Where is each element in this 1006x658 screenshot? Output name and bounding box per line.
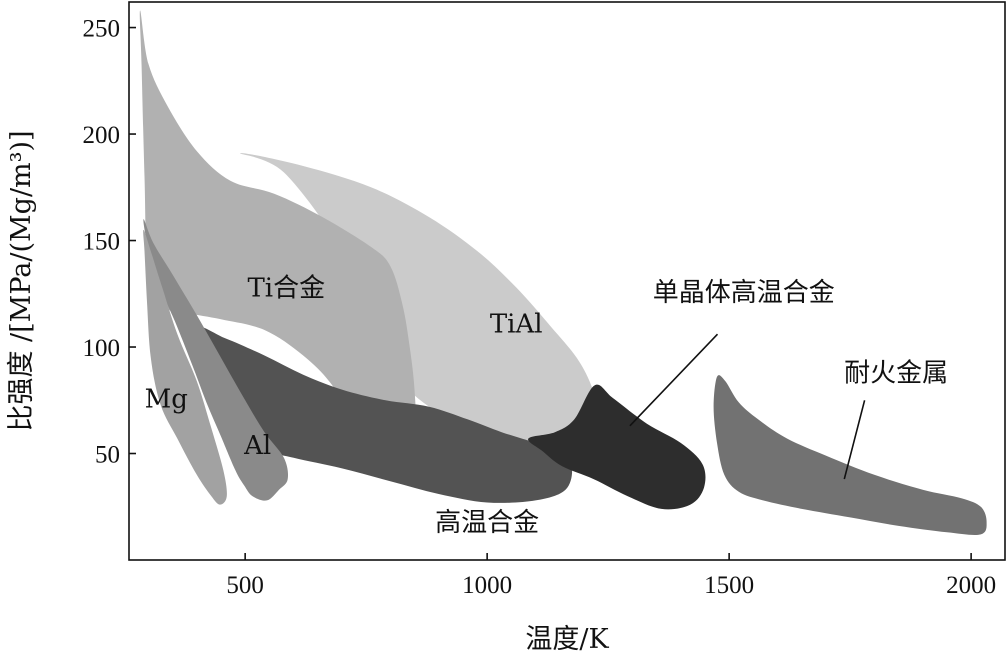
y-tick-label: 100 (83, 335, 121, 362)
region-ti-alloy (139, 10, 418, 480)
label-ti-alloy: Ti合金 (247, 274, 325, 304)
x-tick-label: 500 (226, 572, 264, 599)
label-al: Al (243, 431, 271, 461)
region-al (143, 219, 289, 501)
x-tick-label: 1500 (704, 572, 754, 599)
y-axis-title: 比强度 /[MPa/(Mg/m³)] (6, 130, 37, 431)
x-axis-ticks: 500 1000 1500 2000 (226, 553, 996, 599)
y-axis-ticks: 50 100 150 200 250 (83, 16, 136, 469)
region-single-crystal-superalloy (528, 384, 706, 510)
y-tick-label: 150 (83, 229, 121, 256)
leader-lines (629, 333, 866, 480)
region-superalloy (193, 325, 573, 503)
plot-frame (128, 1, 1006, 561)
label-single-crystal-superalloy: 单晶体高温合金 (653, 278, 835, 308)
material-regions (139, 10, 987, 536)
x-tick-label: 1000 (462, 572, 512, 599)
y-tick-label: 250 (83, 16, 121, 43)
label-mg: Mg (145, 384, 188, 414)
leader-refractory-metal (843, 400, 866, 480)
x-axis-title: 温度/K (525, 624, 609, 655)
label-refractory-metal: 耐火金属 (844, 359, 948, 389)
region-refractory-metal (713, 375, 987, 536)
y-tick-label: 50 (95, 442, 120, 469)
y-tick-label: 200 (83, 122, 121, 149)
region-mg (143, 229, 227, 505)
label-superalloy: 高温合金 (435, 508, 539, 538)
label-tial: TiAl (490, 310, 543, 340)
leader-single-crystal-superalloy (629, 333, 719, 427)
x-tick-label: 2000 (946, 572, 996, 599)
